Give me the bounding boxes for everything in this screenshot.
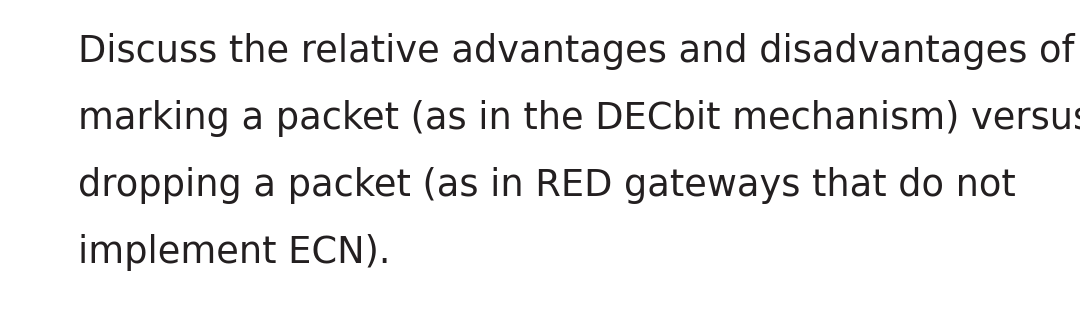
Text: Discuss the relative advantages and disadvantages of: Discuss the relative advantages and disa… xyxy=(78,33,1075,70)
Text: implement ECN).: implement ECN). xyxy=(78,234,390,271)
Text: marking a packet (as in the DECbit mechanism) versus: marking a packet (as in the DECbit mecha… xyxy=(78,100,1080,137)
Text: dropping a packet (as in RED gateways that do not: dropping a packet (as in RED gateways th… xyxy=(78,167,1015,204)
